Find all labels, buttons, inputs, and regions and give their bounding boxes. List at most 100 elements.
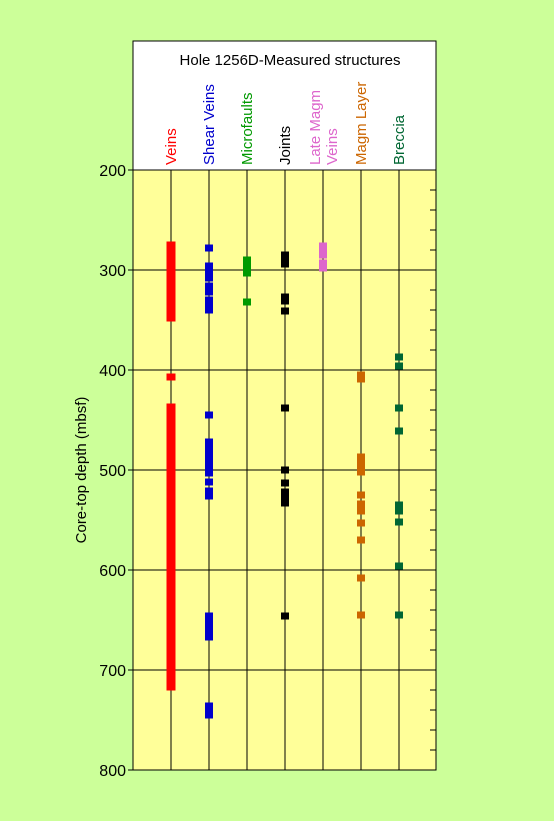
column-header-label: Veins xyxy=(163,128,180,165)
data-point xyxy=(166,623,176,631)
data-point xyxy=(166,633,176,641)
data-point xyxy=(166,403,176,411)
data-point xyxy=(166,528,176,536)
data-point xyxy=(166,648,176,656)
header-box xyxy=(132,40,437,171)
column-header: Shear Veins xyxy=(201,84,218,165)
data-point xyxy=(205,443,213,451)
data-point xyxy=(357,500,365,508)
data-point xyxy=(166,553,176,561)
data-point xyxy=(166,583,176,591)
column-header: Magm Layer xyxy=(353,82,370,165)
data-point xyxy=(205,612,213,620)
data-point xyxy=(166,658,176,666)
data-point xyxy=(166,538,176,546)
data-point xyxy=(166,628,176,636)
data-point xyxy=(166,678,176,686)
data-point xyxy=(281,251,289,259)
data-point xyxy=(205,492,213,500)
data-point xyxy=(166,493,176,501)
data-point xyxy=(166,603,176,611)
data-point xyxy=(243,256,251,264)
minor-ticks xyxy=(430,189,436,751)
data-point xyxy=(281,293,289,301)
column-header-label: Magm Layer xyxy=(353,82,370,165)
column-headers: Veins Shear Veins Microfaults Joints Late Ma… xyxy=(163,82,408,165)
data-point xyxy=(166,428,176,436)
data-point xyxy=(281,612,289,620)
data-point xyxy=(395,611,403,619)
data-point xyxy=(166,463,176,471)
data-point xyxy=(166,246,176,254)
data-point xyxy=(166,373,176,381)
data-markers xyxy=(166,241,403,719)
data-point xyxy=(166,563,176,571)
data-point xyxy=(395,404,403,412)
data-point xyxy=(205,702,213,710)
data-point xyxy=(166,281,176,289)
data-point xyxy=(281,493,289,501)
data-point xyxy=(166,276,176,284)
data-point xyxy=(357,458,365,466)
data-point xyxy=(166,593,176,601)
data-point xyxy=(281,479,289,487)
data-point xyxy=(166,261,176,269)
data-point xyxy=(319,259,327,267)
data-point xyxy=(281,307,289,315)
data-point xyxy=(166,608,176,616)
y-tick-label: 400 xyxy=(99,363,126,380)
data-point xyxy=(166,558,176,566)
data-point xyxy=(205,411,213,419)
data-point xyxy=(166,643,176,651)
data-point xyxy=(319,246,327,254)
column-header: Joints xyxy=(277,126,294,165)
column-header: Breccia xyxy=(391,114,408,165)
data-point xyxy=(357,519,365,527)
data-point xyxy=(357,491,365,499)
data-point xyxy=(166,663,176,671)
data-point xyxy=(281,260,289,268)
data-point xyxy=(166,668,176,676)
data-point xyxy=(395,362,403,370)
y-axis-label: Core-top depth (mbsf) xyxy=(73,397,90,544)
column-header: Veins xyxy=(163,128,180,165)
data-point xyxy=(166,613,176,621)
data-point xyxy=(166,598,176,606)
data-point xyxy=(357,611,365,619)
data-point xyxy=(357,375,365,383)
data-point xyxy=(205,244,213,252)
y-axis-ticks: 200 300 400 500 600 700 800 xyxy=(99,163,133,780)
data-point xyxy=(205,706,213,714)
data-point xyxy=(166,438,176,446)
data-point xyxy=(281,488,289,496)
column-header-label: Shear Veins xyxy=(201,84,218,165)
data-point xyxy=(166,478,176,486)
y-tick-label: 300 xyxy=(99,263,126,280)
data-point xyxy=(166,588,176,596)
data-point xyxy=(166,453,176,461)
data-point xyxy=(395,501,403,509)
data-point xyxy=(166,483,176,491)
column-header-label: Late MagmVeins xyxy=(307,90,341,165)
data-point xyxy=(395,353,403,361)
data-point xyxy=(166,573,176,581)
data-point xyxy=(166,638,176,646)
data-point xyxy=(281,404,289,412)
data-point xyxy=(166,513,176,521)
data-point xyxy=(281,297,289,305)
data-point xyxy=(166,256,176,264)
data-point xyxy=(166,683,176,691)
y-tick-label: 600 xyxy=(99,563,126,580)
data-point xyxy=(166,473,176,481)
data-point xyxy=(205,469,213,477)
data-point xyxy=(166,533,176,541)
data-point xyxy=(319,242,327,250)
data-point xyxy=(357,574,365,582)
data-point xyxy=(205,296,213,304)
data-point xyxy=(166,468,176,476)
data-point xyxy=(395,427,403,435)
data-point xyxy=(205,438,213,446)
data-point xyxy=(205,464,213,472)
